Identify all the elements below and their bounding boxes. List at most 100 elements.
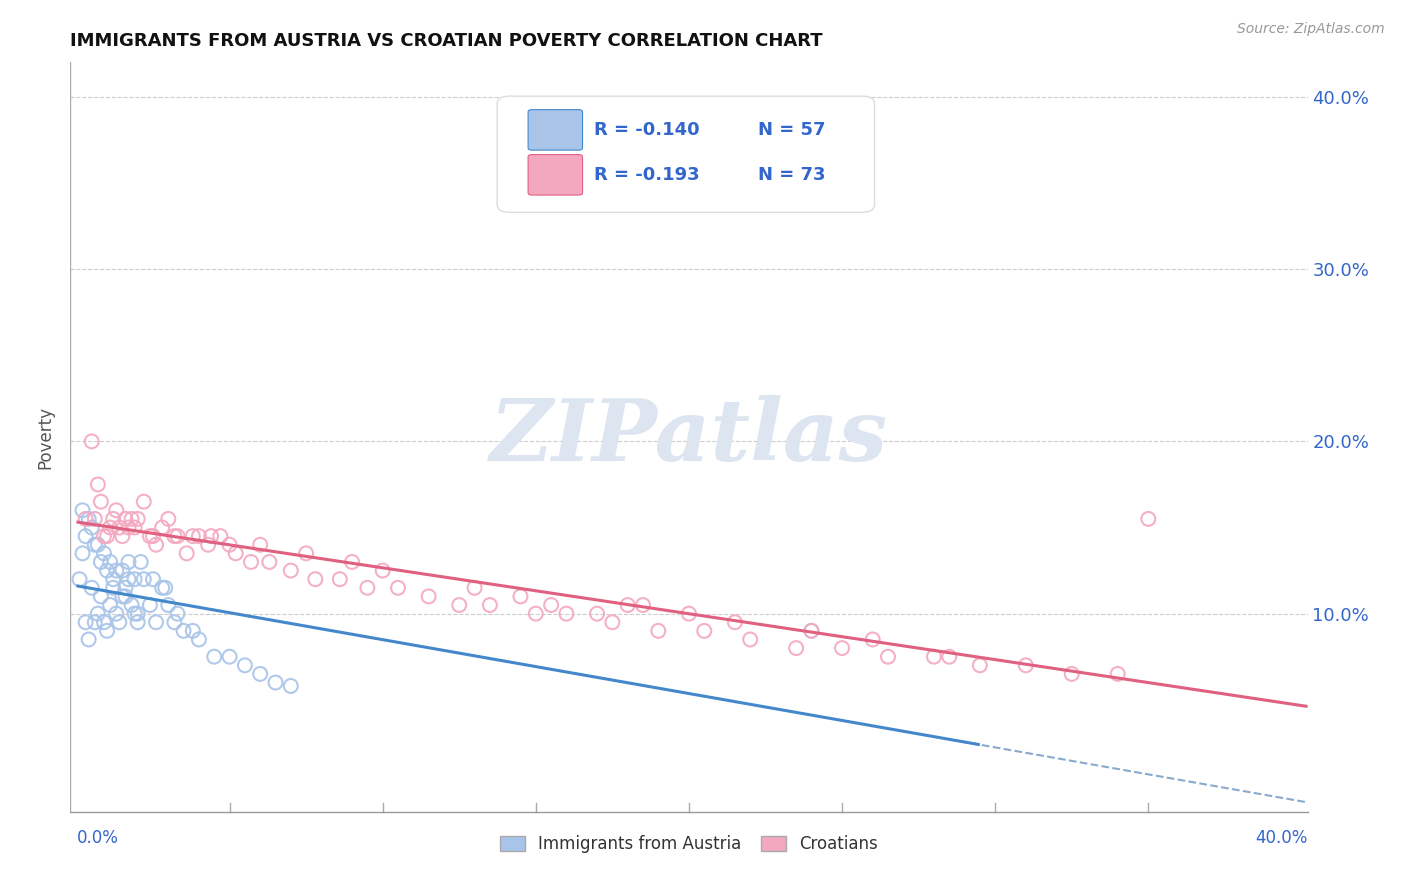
Point bbox=[69, 572, 91, 586]
Point bbox=[1137, 512, 1160, 526]
Point bbox=[114, 581, 136, 595]
Point bbox=[127, 512, 149, 526]
Point bbox=[111, 529, 134, 543]
Point bbox=[187, 632, 209, 647]
Point bbox=[157, 598, 180, 612]
Point bbox=[647, 624, 669, 638]
Point bbox=[72, 546, 94, 560]
Point bbox=[111, 590, 134, 604]
Point bbox=[329, 572, 352, 586]
Point bbox=[181, 529, 204, 543]
Text: N = 73: N = 73 bbox=[758, 166, 825, 184]
Point bbox=[77, 632, 100, 647]
Point bbox=[862, 632, 884, 647]
Point bbox=[877, 649, 900, 664]
Text: 0.0%: 0.0% bbox=[76, 829, 118, 847]
Point bbox=[124, 520, 146, 534]
Point bbox=[1015, 658, 1038, 673]
Text: N = 57: N = 57 bbox=[758, 121, 825, 139]
Point bbox=[80, 520, 103, 534]
Point bbox=[356, 581, 378, 595]
Point bbox=[631, 598, 654, 612]
Point bbox=[740, 632, 762, 647]
Point bbox=[83, 512, 105, 526]
Y-axis label: Poverty: Poverty bbox=[37, 406, 55, 468]
Point bbox=[96, 624, 118, 638]
Point bbox=[340, 555, 363, 569]
Point bbox=[101, 572, 124, 586]
Text: 40.0%: 40.0% bbox=[1256, 829, 1308, 847]
Legend: Immigrants from Austria, Croatians: Immigrants from Austria, Croatians bbox=[494, 829, 884, 860]
Point bbox=[200, 529, 222, 543]
Point bbox=[166, 529, 188, 543]
Point bbox=[129, 555, 152, 569]
Point bbox=[166, 607, 188, 621]
Point bbox=[724, 615, 747, 630]
Point bbox=[145, 615, 167, 630]
Point bbox=[96, 564, 118, 578]
Point bbox=[87, 477, 110, 491]
Point bbox=[181, 624, 204, 638]
Text: R = -0.140: R = -0.140 bbox=[593, 121, 699, 139]
Point bbox=[509, 590, 531, 604]
Point bbox=[969, 658, 991, 673]
Point bbox=[96, 529, 118, 543]
Point bbox=[93, 615, 115, 630]
Point bbox=[187, 529, 209, 543]
Point bbox=[101, 512, 124, 526]
Point bbox=[602, 615, 624, 630]
Point bbox=[90, 555, 112, 569]
Point bbox=[240, 555, 263, 569]
FancyBboxPatch shape bbox=[498, 96, 875, 212]
Point bbox=[124, 607, 146, 621]
Point bbox=[1060, 667, 1083, 681]
Point bbox=[139, 598, 162, 612]
Point bbox=[83, 538, 105, 552]
Point bbox=[150, 581, 173, 595]
Point bbox=[75, 615, 97, 630]
Point bbox=[72, 503, 94, 517]
Point bbox=[304, 572, 326, 586]
Point bbox=[800, 624, 823, 638]
Point bbox=[93, 529, 115, 543]
Point bbox=[280, 564, 302, 578]
Point bbox=[98, 520, 121, 534]
Point bbox=[117, 555, 139, 569]
Point bbox=[98, 555, 121, 569]
Point bbox=[93, 546, 115, 560]
Point bbox=[98, 598, 121, 612]
Point bbox=[616, 598, 638, 612]
Point bbox=[108, 520, 131, 534]
Point bbox=[163, 529, 186, 543]
Point bbox=[127, 615, 149, 630]
Text: ZIPatlas: ZIPatlas bbox=[489, 395, 889, 479]
Point bbox=[111, 564, 134, 578]
Text: Source: ZipAtlas.com: Source: ZipAtlas.com bbox=[1237, 22, 1385, 37]
Point bbox=[108, 615, 131, 630]
Point bbox=[176, 546, 198, 560]
Point bbox=[371, 564, 394, 578]
Point bbox=[209, 529, 232, 543]
Point bbox=[938, 649, 960, 664]
Point bbox=[831, 641, 853, 656]
Point bbox=[218, 649, 240, 664]
Point bbox=[249, 538, 271, 552]
Point bbox=[197, 538, 219, 552]
Point bbox=[280, 679, 302, 693]
Point bbox=[142, 529, 165, 543]
Point bbox=[800, 624, 823, 638]
Point bbox=[524, 607, 547, 621]
Point bbox=[80, 434, 103, 449]
Point bbox=[218, 538, 240, 552]
Point bbox=[87, 538, 110, 552]
Point bbox=[922, 649, 945, 664]
Point bbox=[121, 512, 143, 526]
Point bbox=[90, 494, 112, 508]
Point bbox=[83, 615, 105, 630]
Point bbox=[155, 581, 177, 595]
Point bbox=[117, 520, 139, 534]
FancyBboxPatch shape bbox=[529, 154, 582, 195]
Point bbox=[124, 572, 146, 586]
Point bbox=[418, 590, 440, 604]
Point bbox=[105, 503, 128, 517]
